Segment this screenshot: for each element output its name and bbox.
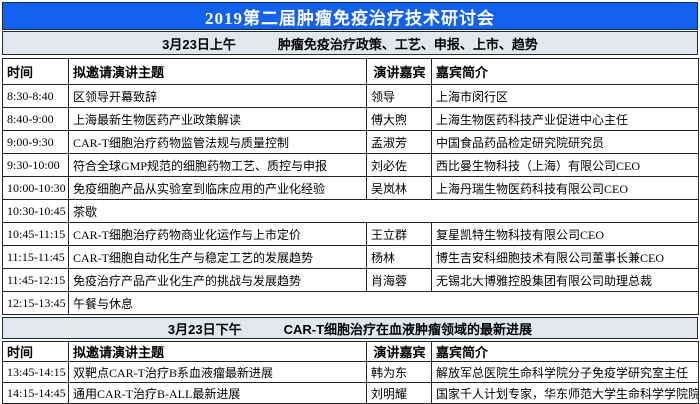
cell-speaker: 吴岚林 xyxy=(366,176,432,200)
table-row: 8:30-8:40 区领导开幕致辞 领导 上海市闵行区 xyxy=(2,84,699,108)
table-row: 14:15-14:45 通用CAR-T治疗B-ALL最新进展 刘明耀 国家千人计划专家… xyxy=(2,382,699,404)
morning-agenda-table: 时间 拟邀请演讲主题 演讲嘉宾 嘉宾简介 8:30-8:40 区领导开幕致辞 领导上… xyxy=(2,58,699,315)
cell-subject: 符合全球GMP规范的细胞药物工艺、质控与申报 xyxy=(68,153,367,177)
cell-time: 8:40-9:00 xyxy=(2,107,69,131)
page-title-text: 2019第二届肿瘤免疫治疗技术研讨会 xyxy=(205,8,495,28)
cell-subject: 免疫细胞产品从实验室到临床应用的产业化经验 xyxy=(68,176,367,200)
cell-time: 10:45-11:15 xyxy=(2,222,69,246)
afternoon-agenda-table: 时间 拟邀请演讲主题 演讲嘉宾 嘉宾简介 13:45-14:15 双靶点CAR-T… xyxy=(2,341,699,404)
cell-time: 9:30-10:00 xyxy=(2,153,69,177)
session-header-afternoon: 3月23日下午 CAR-T细胞治疗在血液肿瘤领域的最新进展 xyxy=(2,317,698,339)
cell-speaker: 孟淑芳 xyxy=(366,130,432,154)
table-header-row: 时间 拟邀请演讲主题 演讲嘉宾 嘉宾简介 xyxy=(2,341,699,362)
col-header-subject: 拟邀请演讲主题 xyxy=(68,341,367,362)
cell-speaker: 肖海蓉 xyxy=(366,268,432,292)
cell-subject: CAR-T细胞治疗药物商业化运作与上市定价 xyxy=(68,222,367,246)
table-row: 10:00-10:30 免疫细胞产品从实验室到临床应用的产业化经验 吴岚林 上海丹瑞生… xyxy=(2,176,699,200)
morning-rows: 8:30-8:40 区领导开幕致辞 领导 上海市闵行区 8:40-9:00 上海最新生物医… xyxy=(2,84,699,315)
cell-merged-subject: 茶歇 xyxy=(68,199,699,223)
cell-speaker: 刘必佐 xyxy=(366,153,432,177)
table-row: 10:30-10:45 茶歇 xyxy=(2,199,699,223)
table-row: 9:30-10:00 符合全球GMP规范的细胞药物工艺、质控与申报 刘必佐 西比曼生物… xyxy=(2,153,699,177)
cell-bio: 博生吉安科细胞技术有限公司董事长兼CEO xyxy=(431,245,699,269)
table-row: 11:45-12:15 免疫治疗产品产业化生产的挑战与发展趋势 肖海蓉 无锡北大博雅控… xyxy=(2,268,699,292)
session-date: 3月23日下午 xyxy=(167,321,242,337)
session-topic: 肿瘤免疫治疗政策、工艺、申报、上市、趋势 xyxy=(277,36,538,52)
cell-subject: CAR-T细胞自动化生产与稳定工艺的发展趋势 xyxy=(68,245,367,269)
table-row: 11:15-11:45 CAR-T细胞自动化生产与稳定工艺的发展趋势 杨林 博生吉安科… xyxy=(2,245,699,269)
col-header-time: 时间 xyxy=(2,58,69,85)
table-row: 13:45-14:15 双靶点CAR-T治疗B系血液瘤最新进展 韩为东 解放军总医院生… xyxy=(2,361,699,383)
cell-speaker: 王立群 xyxy=(366,222,432,246)
cell-subject: 区领导开幕致辞 xyxy=(68,84,367,108)
cell-bio: 国家千人计划专家，华东师范大学生命科学学院院长 xyxy=(431,382,699,404)
cell-time: 12:15-13:45 xyxy=(2,291,69,315)
cell-bio: 无锡北大博雅控股集团有限公司助理总裁 xyxy=(431,268,699,292)
session-date: 3月23日上午 xyxy=(162,36,236,52)
cell-subject: 通用CAR-T治疗B-ALL最新进展 xyxy=(68,382,367,404)
cell-subject: 上海最新生物医药产业政策解读 xyxy=(68,107,367,131)
afternoon-rows: 13:45-14:15 双靶点CAR-T治疗B系血液瘤最新进展 韩为东 解放军总医院生… xyxy=(2,361,699,404)
cell-time: 10:00-10:30 xyxy=(2,176,69,200)
cell-speaker: 杨林 xyxy=(366,245,432,269)
col-header-speaker: 演讲嘉宾 xyxy=(366,341,432,362)
cell-time: 10:30-10:45 xyxy=(2,199,69,223)
col-header-subject: 拟邀请演讲主题 xyxy=(68,58,367,85)
col-header-bio: 嘉宾简介 xyxy=(431,341,699,362)
cell-bio: 上海生物医药科技产业促进中心主任 xyxy=(431,107,699,131)
col-header-speaker: 演讲嘉宾 xyxy=(366,58,432,85)
col-header-time: 时间 xyxy=(2,341,69,362)
cell-speaker: 刘明耀 xyxy=(366,382,432,404)
cell-subject: CAR-T细胞治疗药物监管法规与质量控制 xyxy=(68,130,367,154)
table-header-row: 时间 拟邀请演讲主题 演讲嘉宾 嘉宾简介 xyxy=(2,58,699,85)
cell-time: 8:30-8:40 xyxy=(2,84,69,108)
cell-bio: 解放军总医院生命科学院分子免疫学研究室主任 xyxy=(431,361,699,383)
table-row: 9:00-9:30 CAR-T细胞治疗药物监管法规与质量控制 孟淑芳 中国食品药品检定… xyxy=(2,130,699,154)
cell-subject: 免疫治疗产品产业化生产的挑战与发展趋势 xyxy=(68,268,367,292)
cell-bio: 上海丹瑞生物医药科技有限公司CEO xyxy=(431,176,699,200)
cell-time: 9:00-9:30 xyxy=(2,130,69,154)
cell-time: 14:15-14:45 xyxy=(2,382,69,404)
cell-speaker: 傅大煦 xyxy=(366,107,432,131)
cell-bio: 上海市闵行区 xyxy=(431,84,699,108)
cell-subject: 双靶点CAR-T治疗B系血液瘤最新进展 xyxy=(68,361,367,383)
cell-speaker: 领导 xyxy=(366,84,432,108)
cell-merged-subject: 午餐与休息 xyxy=(68,291,699,315)
cell-time: 11:45-12:15 xyxy=(2,268,69,292)
cell-bio: 复星凯特生物科技有限公司CEO xyxy=(431,222,699,246)
col-header-bio: 嘉宾简介 xyxy=(431,58,699,85)
page-title: 2019第二届肿瘤免疫治疗技术研讨会 xyxy=(2,2,698,30)
cell-speaker: 韩为东 xyxy=(366,361,432,383)
session-topic: CAR-T细胞治疗在血液肿瘤领域的最新进展 xyxy=(283,321,533,337)
table-row: 10:45-11:15 CAR-T细胞治疗药物商业化运作与上市定价 王立群 复星凯特生… xyxy=(2,222,699,246)
session-header-morning: 3月23日上午 肿瘤免疫治疗政策、工艺、申报、上市、趋势 xyxy=(2,31,698,55)
cell-time: 13:45-14:15 xyxy=(2,361,69,383)
table-row: 12:15-13:45 午餐与休息 xyxy=(2,291,699,315)
cell-bio: 西比曼生物科技（上海）有限公司CEO xyxy=(431,153,699,177)
table-row: 8:40-9:00 上海最新生物医药产业政策解读 傅大煦 上海生物医药科技产业促进中心… xyxy=(2,107,699,131)
cell-bio: 中国食品药品检定研究院研究员 xyxy=(431,130,699,154)
cell-time: 11:15-11:45 xyxy=(2,245,69,269)
